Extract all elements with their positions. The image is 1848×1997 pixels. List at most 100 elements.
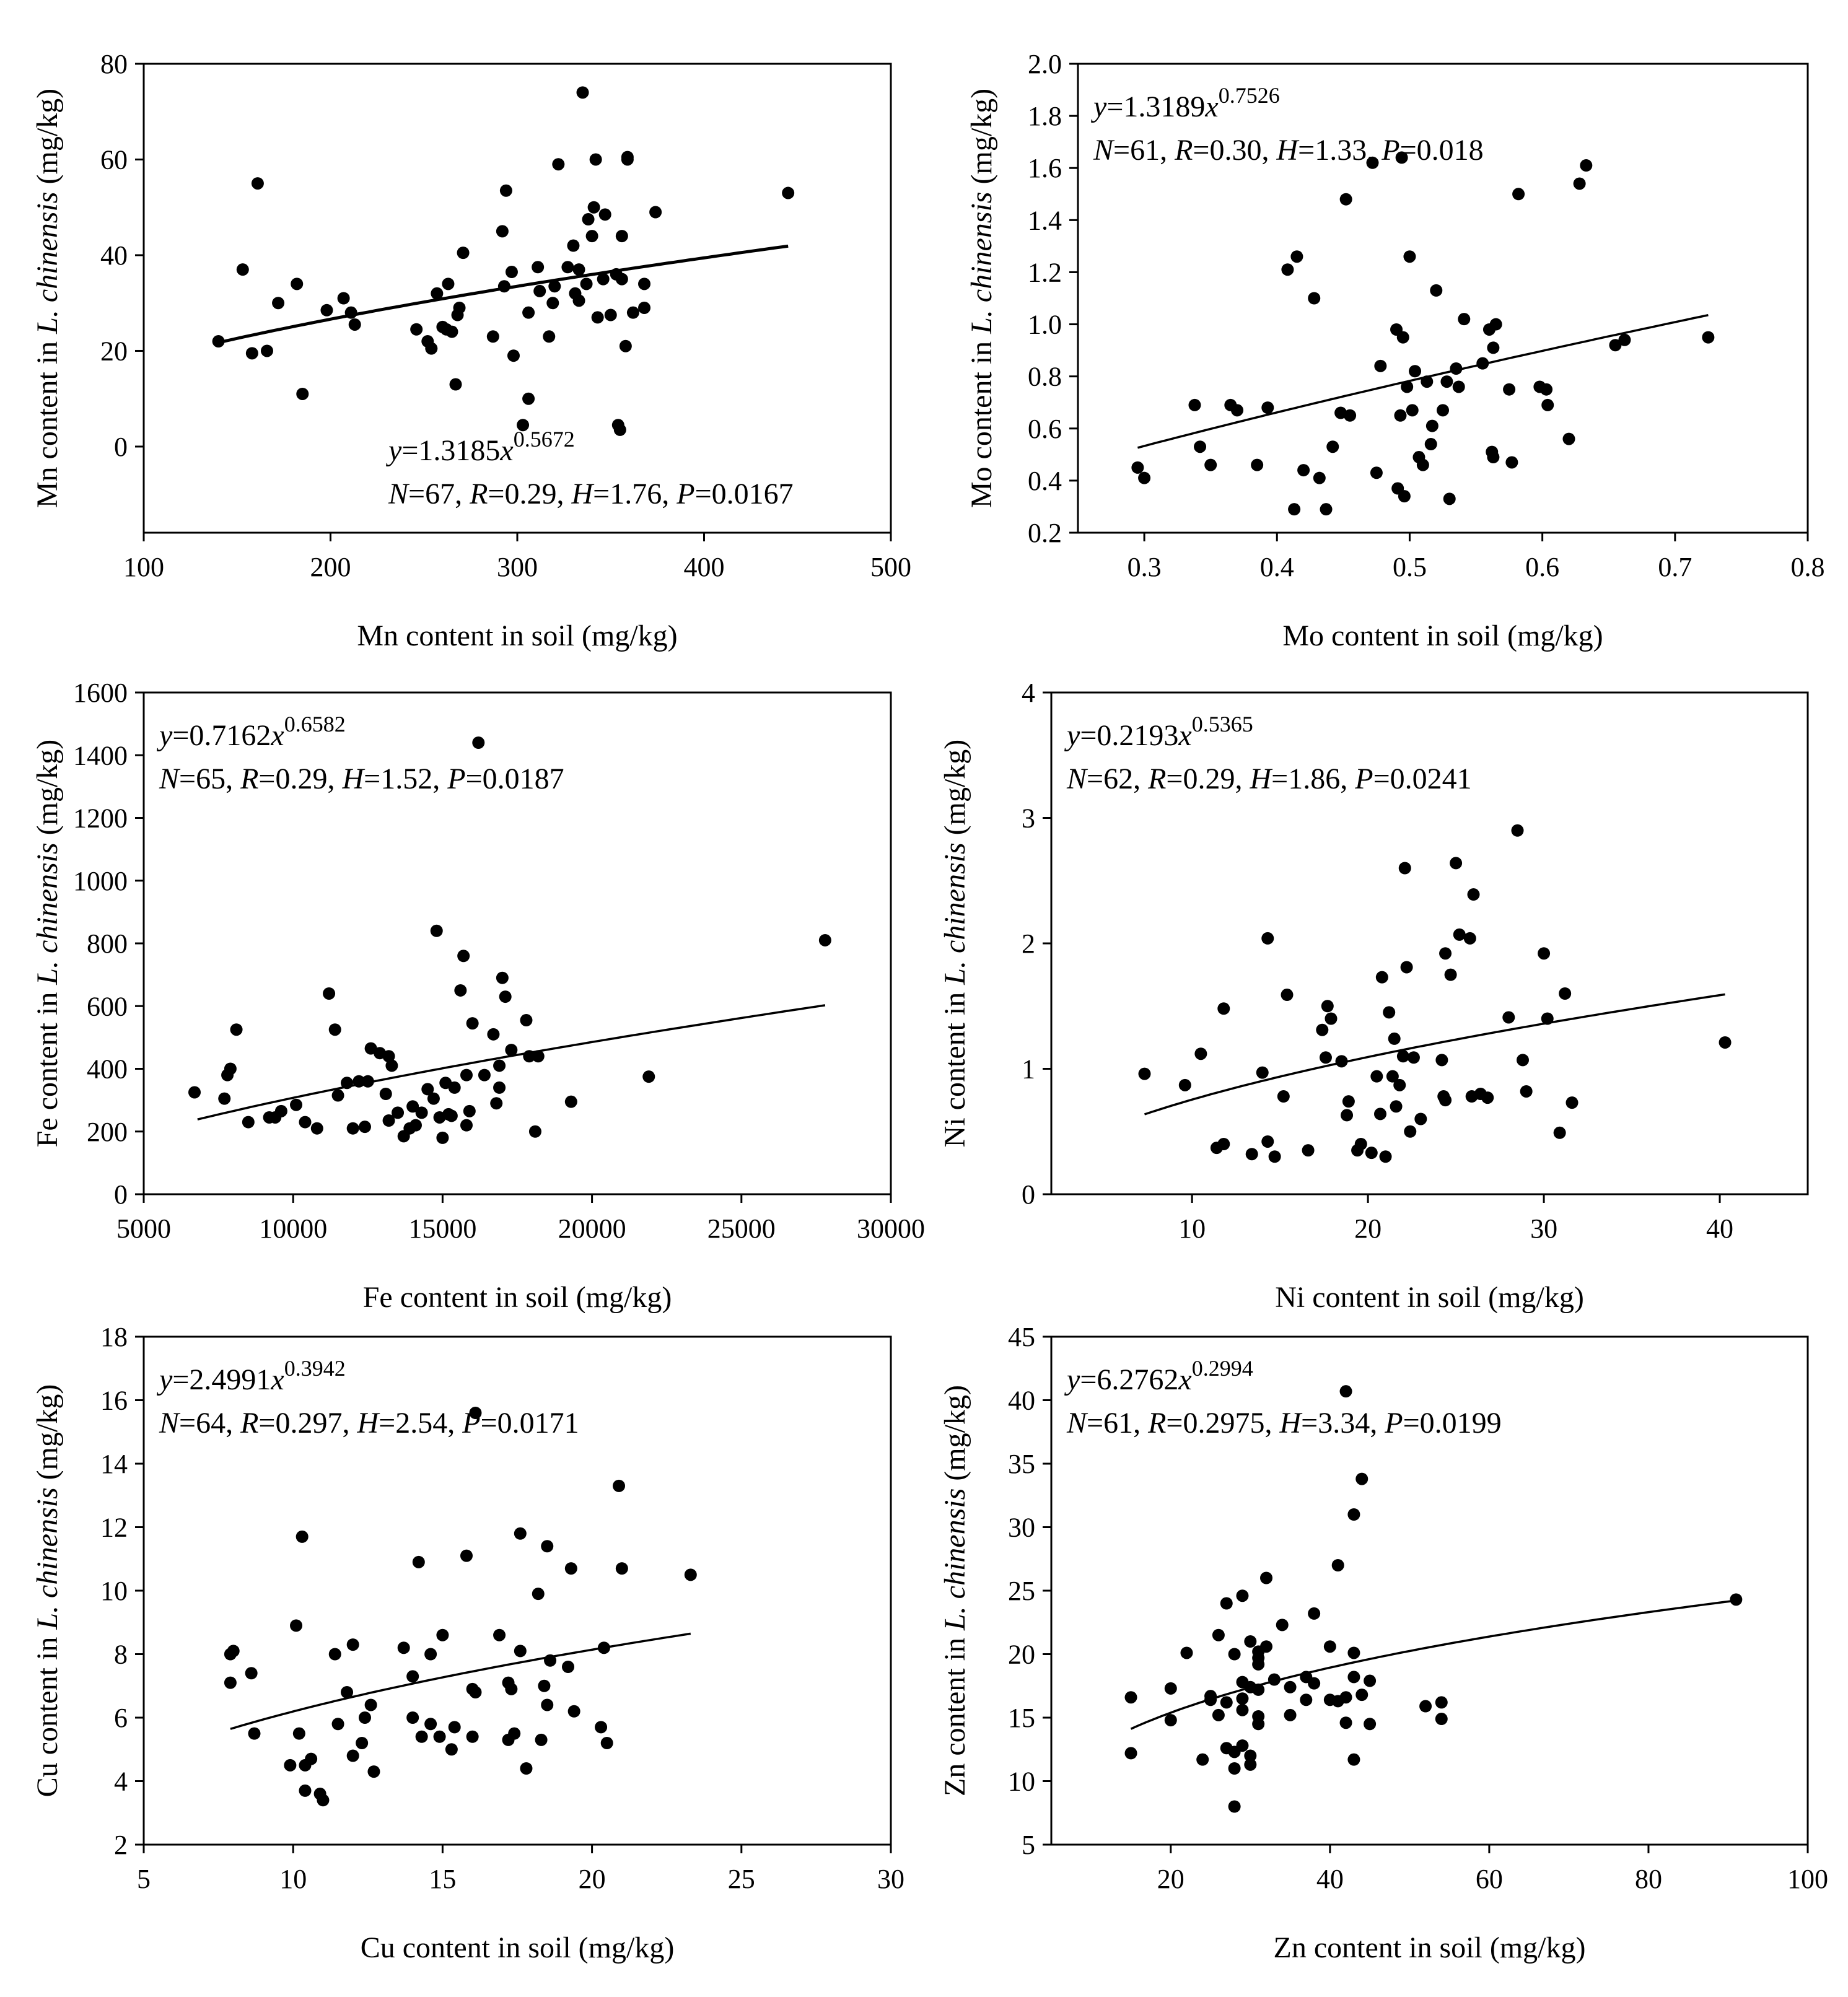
x-tick-label: 0.5 xyxy=(1393,552,1427,582)
x-tick-label: 30 xyxy=(877,1864,904,1894)
y-tick-label: 30 xyxy=(1008,1513,1035,1543)
data-point xyxy=(1481,1091,1494,1104)
data-point xyxy=(1375,971,1388,984)
data-point xyxy=(274,1104,287,1117)
data-point xyxy=(543,330,556,343)
data-point xyxy=(520,1014,533,1027)
y-tick-label: 0.2 xyxy=(1028,518,1062,548)
data-point xyxy=(1256,1066,1269,1079)
data-point xyxy=(379,1088,392,1100)
panel-mn: 0 20 40 60 80 100 200 300 400 500 Mn content in so… xyxy=(31,49,911,652)
data-point xyxy=(1188,398,1201,411)
data-point xyxy=(532,1588,545,1601)
data-point xyxy=(1609,339,1622,352)
y-tick-label: 14 xyxy=(100,1449,128,1479)
data-point xyxy=(188,1086,201,1099)
data-point xyxy=(353,1075,366,1088)
data-point xyxy=(1220,1597,1233,1610)
data-point xyxy=(544,1654,557,1667)
data-point xyxy=(406,1100,419,1113)
data-point xyxy=(406,1670,419,1683)
data-point xyxy=(1439,947,1452,960)
data-point xyxy=(532,261,545,274)
data-point xyxy=(1458,313,1471,326)
y-tick-label: 10 xyxy=(1008,1767,1035,1797)
data-point xyxy=(1244,1635,1257,1648)
data-point xyxy=(448,1081,461,1094)
data-point xyxy=(1288,503,1301,516)
y-tick-label: 1.4 xyxy=(1028,205,1062,235)
data-point xyxy=(587,201,600,214)
y-tick-label: 60 xyxy=(100,144,128,175)
data-point xyxy=(230,1023,243,1036)
data-point xyxy=(1194,1047,1207,1060)
data-point xyxy=(1244,1749,1257,1762)
plot-frame xyxy=(1077,63,1809,534)
data-point xyxy=(478,1068,491,1082)
data-point xyxy=(1730,1593,1743,1606)
data-point xyxy=(649,206,662,219)
data-point xyxy=(1302,1144,1315,1157)
data-point xyxy=(493,1628,506,1641)
data-point xyxy=(1252,1718,1265,1731)
data-point xyxy=(533,284,546,297)
data-point xyxy=(1388,1032,1401,1045)
data-point xyxy=(1502,1011,1515,1024)
data-point xyxy=(310,1122,323,1135)
y-tick-label: 200 xyxy=(87,1117,128,1147)
data-point xyxy=(242,1116,255,1129)
data-point xyxy=(251,177,264,190)
data-point xyxy=(356,1737,369,1749)
data-point xyxy=(589,153,602,166)
y-tick-label: 10 xyxy=(100,1576,128,1606)
data-point xyxy=(331,1089,344,1102)
data-point xyxy=(344,306,357,319)
data-point xyxy=(496,225,509,238)
data-point xyxy=(1260,1640,1273,1653)
data-point xyxy=(1562,432,1575,445)
data-point xyxy=(1489,318,1502,331)
data-point xyxy=(1326,440,1339,453)
data-point xyxy=(1138,471,1151,484)
y-tick-label: 2 xyxy=(1022,929,1035,959)
data-point xyxy=(1398,490,1411,503)
data-point xyxy=(613,1479,626,1492)
fit-equation: y=0.2193x0.5365 xyxy=(1064,712,1253,752)
x-tick-label: 15000 xyxy=(408,1213,476,1244)
y-tick-label: 1400 xyxy=(73,740,128,771)
data-point xyxy=(445,1109,458,1122)
data-point xyxy=(1538,947,1551,960)
data-point xyxy=(1403,250,1416,263)
data-point xyxy=(496,971,509,984)
data-point xyxy=(532,1050,545,1063)
data-point xyxy=(684,1568,697,1581)
data-point xyxy=(224,1676,237,1689)
y-tick-label: 12 xyxy=(100,1513,128,1543)
data-point xyxy=(431,287,444,300)
data-point xyxy=(1252,1683,1265,1696)
data-point xyxy=(320,304,333,317)
data-point xyxy=(508,1727,521,1740)
plot-frame xyxy=(142,63,892,534)
data-point xyxy=(260,344,273,357)
data-point xyxy=(1339,1691,1352,1704)
y-tick-label: 15 xyxy=(1008,1703,1035,1733)
y-tick-label: 5 xyxy=(1022,1830,1035,1860)
data-point xyxy=(442,277,455,291)
panel-fe: 0 200 400 600 800 1000 1200 1400 1600 5000 10000 15… xyxy=(31,678,925,1314)
data-point xyxy=(1398,862,1411,875)
data-point xyxy=(421,1083,434,1096)
data-point xyxy=(1487,451,1500,464)
data-point xyxy=(523,1050,536,1063)
data-point xyxy=(1131,461,1144,474)
data-point xyxy=(292,1727,305,1740)
data-point xyxy=(1220,1696,1233,1709)
data-point xyxy=(604,308,617,321)
data-point xyxy=(436,1131,449,1144)
data-point xyxy=(535,1733,548,1746)
x-tick-label: 0.3 xyxy=(1128,552,1162,582)
data-point xyxy=(600,1737,613,1749)
data-point xyxy=(1440,375,1453,388)
data-point xyxy=(290,1619,303,1632)
data-point xyxy=(497,280,510,293)
